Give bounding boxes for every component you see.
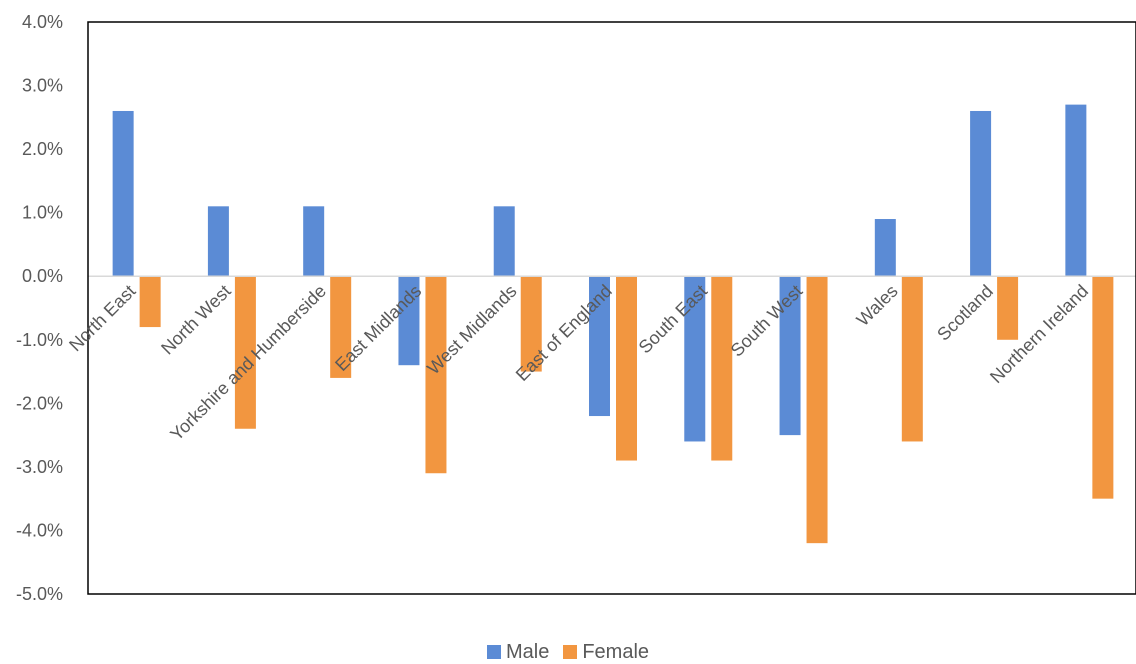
legend: Male Female [0,640,1136,664]
category-label: Wales [853,281,902,330]
bar-male-south-west [779,276,801,436]
bar-male-northern-ireland [1065,104,1087,277]
category-label: Scotland [933,281,997,345]
bar-female-west-midlands [520,276,542,372]
bar-male-north-east [112,110,134,277]
legend-swatch-male [486,645,501,659]
bar-female-east-midlands [425,276,447,474]
y-tick-label: -5.0% [16,584,63,604]
y-axis-tick-labels: 4.0% 3.0% 2.0% 1.0% 0.0% -1.0% -2.0% -3.0% -4.0%… [16,12,63,604]
bar-female-south-east [711,276,733,461]
bar-female-wales [901,276,923,442]
bar-female-north-east [139,276,161,328]
bar-female-east-of-england [616,276,637,461]
y-tick-label: 3.0% [22,76,63,96]
bar-male-yorkshire-and-humberside [303,206,325,277]
legend-item-male: Male [486,640,550,664]
legend-label-male: Male [505,640,550,663]
bar-male-west-midlands [493,206,515,277]
bar-female-north-west [234,276,256,429]
category-label: North East [65,281,139,355]
bar-female-northern-ireland [1092,276,1114,499]
y-tick-label: -3.0% [16,457,63,477]
bar-female-south-west [806,276,828,544]
legend-item-female: Female [563,641,649,664]
plot-area-border [87,21,1136,595]
bars [112,104,1114,544]
bar-male-scotland [970,110,992,277]
y-tick-label: -4.0% [16,520,63,540]
bar-male-wales [874,219,896,277]
bar-female-yorkshire-and-humberside [330,276,352,378]
y-tick-label: 4.0% [22,12,63,32]
y-tick-label: 2.0% [22,139,63,159]
bar-female-scotland [997,276,1019,340]
bar-male-north-west [207,206,229,277]
legend-label-female: Female [582,640,650,663]
y-tick-label: -2.0% [16,393,63,413]
bar-male-south-east [684,276,706,442]
bar-male-east-midlands [398,276,420,366]
bar-chart: 4.0% 3.0% 2.0% 1.0% 0.0% -1.0% -2.0% -3.0% -4.0%… [16,12,1136,604]
category-label: North West [157,281,235,359]
bar-male-east-of-england [589,276,610,417]
y-tick-label: 1.0% [22,203,63,223]
y-tick-label: 0.0% [22,266,63,286]
y-tick-label: -1.0% [16,330,63,350]
legend-swatch-female [563,645,578,659]
